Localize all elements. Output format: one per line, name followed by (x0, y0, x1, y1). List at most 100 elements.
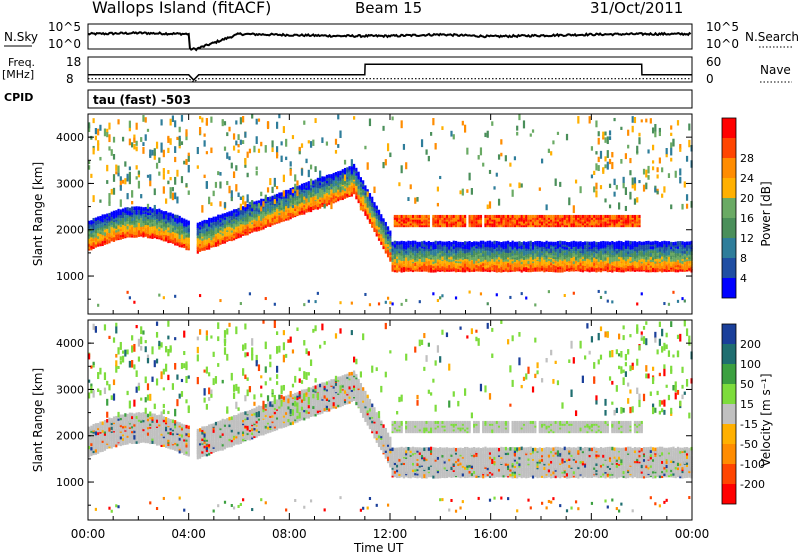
heat-cell (380, 224, 383, 228)
heat-cell (137, 170, 141, 175)
heat-cell (103, 234, 107, 239)
heat-cell (538, 224, 541, 228)
heat-cell (244, 224, 247, 228)
heat-cell (171, 236, 175, 240)
heat-cell (615, 241, 618, 245)
heat-cell (570, 222, 573, 226)
heat-cell (484, 245, 487, 250)
heat-cell (518, 262, 521, 266)
heat-cell (411, 251, 415, 256)
heat-cell (486, 266, 489, 271)
heat-cell (445, 246, 449, 250)
heat-cell (683, 299, 686, 303)
heat-cell (309, 184, 313, 189)
heat-cell (115, 231, 118, 235)
heat-cell (511, 243, 514, 248)
heat-cell (661, 243, 664, 247)
heat-cell (237, 222, 240, 227)
heat-cell (516, 256, 519, 260)
heat-cell (543, 214, 546, 218)
heat-cell (527, 218, 530, 222)
heat-cell (611, 216, 614, 220)
heat-cell (230, 227, 233, 231)
heat-cell (556, 218, 560, 222)
heat-cell (280, 192, 283, 196)
heat-cell (92, 228, 95, 233)
heat-cell (201, 229, 204, 234)
heat-cell (418, 265, 421, 270)
heat-cell (502, 220, 505, 224)
heat-cell (656, 264, 659, 268)
heat-cell (459, 247, 462, 251)
heat-cell (246, 227, 249, 231)
heat-cell (411, 220, 415, 224)
heat-cell (235, 140, 238, 146)
heat-cell (642, 253, 646, 257)
heat-cell (221, 216, 224, 221)
heat-cell (459, 262, 462, 267)
heat-cell (432, 269, 435, 273)
heat-cell (604, 224, 607, 228)
heat-cell (638, 243, 641, 247)
heat-cell (97, 128, 100, 136)
heat-cell (495, 218, 498, 222)
heat-cell (572, 249, 575, 254)
heat-cell (269, 204, 272, 209)
heat-cell (368, 215, 372, 220)
heat-cell (420, 247, 424, 252)
heat-cell (371, 218, 374, 223)
heat-cell (516, 249, 519, 253)
heat-cell (309, 199, 313, 204)
heat-cell (627, 240, 630, 245)
heat-cell (332, 186, 335, 191)
heat-cell (153, 229, 156, 233)
heat-cell (497, 268, 501, 273)
heat-cell (461, 260, 464, 264)
heat-cell (180, 235, 184, 240)
heat-cell (203, 133, 206, 137)
heat-cell (185, 239, 188, 244)
heat-cell (647, 256, 650, 260)
heat-cell (205, 230, 208, 234)
heat-cell (618, 259, 621, 264)
heat-cell (547, 253, 550, 258)
heat-cell (452, 254, 455, 258)
heat-cell (377, 228, 381, 233)
heat-cell (586, 214, 589, 218)
heat-cell (559, 218, 562, 222)
heat-cell (432, 241, 435, 246)
heat-cell (300, 168, 304, 176)
heat-cell (201, 239, 204, 243)
heat-cell (620, 241, 623, 245)
heat-cell (500, 250, 503, 254)
heat-cell (108, 224, 111, 228)
heat-cell (321, 191, 324, 195)
heat-cell (219, 232, 222, 237)
heat-cell (160, 142, 163, 150)
heat-cell (316, 189, 319, 193)
heat-cell (604, 244, 607, 248)
heat-cell (275, 208, 279, 212)
heat-cell (590, 220, 594, 224)
heat-cell (244, 232, 247, 236)
heat-cell (420, 268, 424, 272)
heat-cell (430, 241, 433, 246)
heat-cell (522, 247, 526, 252)
heat-cell (251, 213, 254, 217)
heat-cell (101, 236, 104, 240)
heat-cell (396, 220, 399, 224)
heat-cell (565, 214, 569, 218)
heat-cell (633, 260, 637, 265)
heat-cell (647, 175, 650, 180)
heat-cell (642, 184, 646, 192)
heat-cell (131, 234, 134, 238)
heat-cell (350, 193, 353, 197)
heat-cell (661, 167, 664, 173)
heat-cell (495, 264, 498, 268)
velocity-panel-bg (88, 320, 692, 520)
heat-cell (561, 257, 564, 261)
heat-cell (629, 259, 632, 264)
heat-cell (178, 138, 181, 147)
heat-cell (654, 254, 657, 258)
heat-cell (230, 197, 233, 202)
